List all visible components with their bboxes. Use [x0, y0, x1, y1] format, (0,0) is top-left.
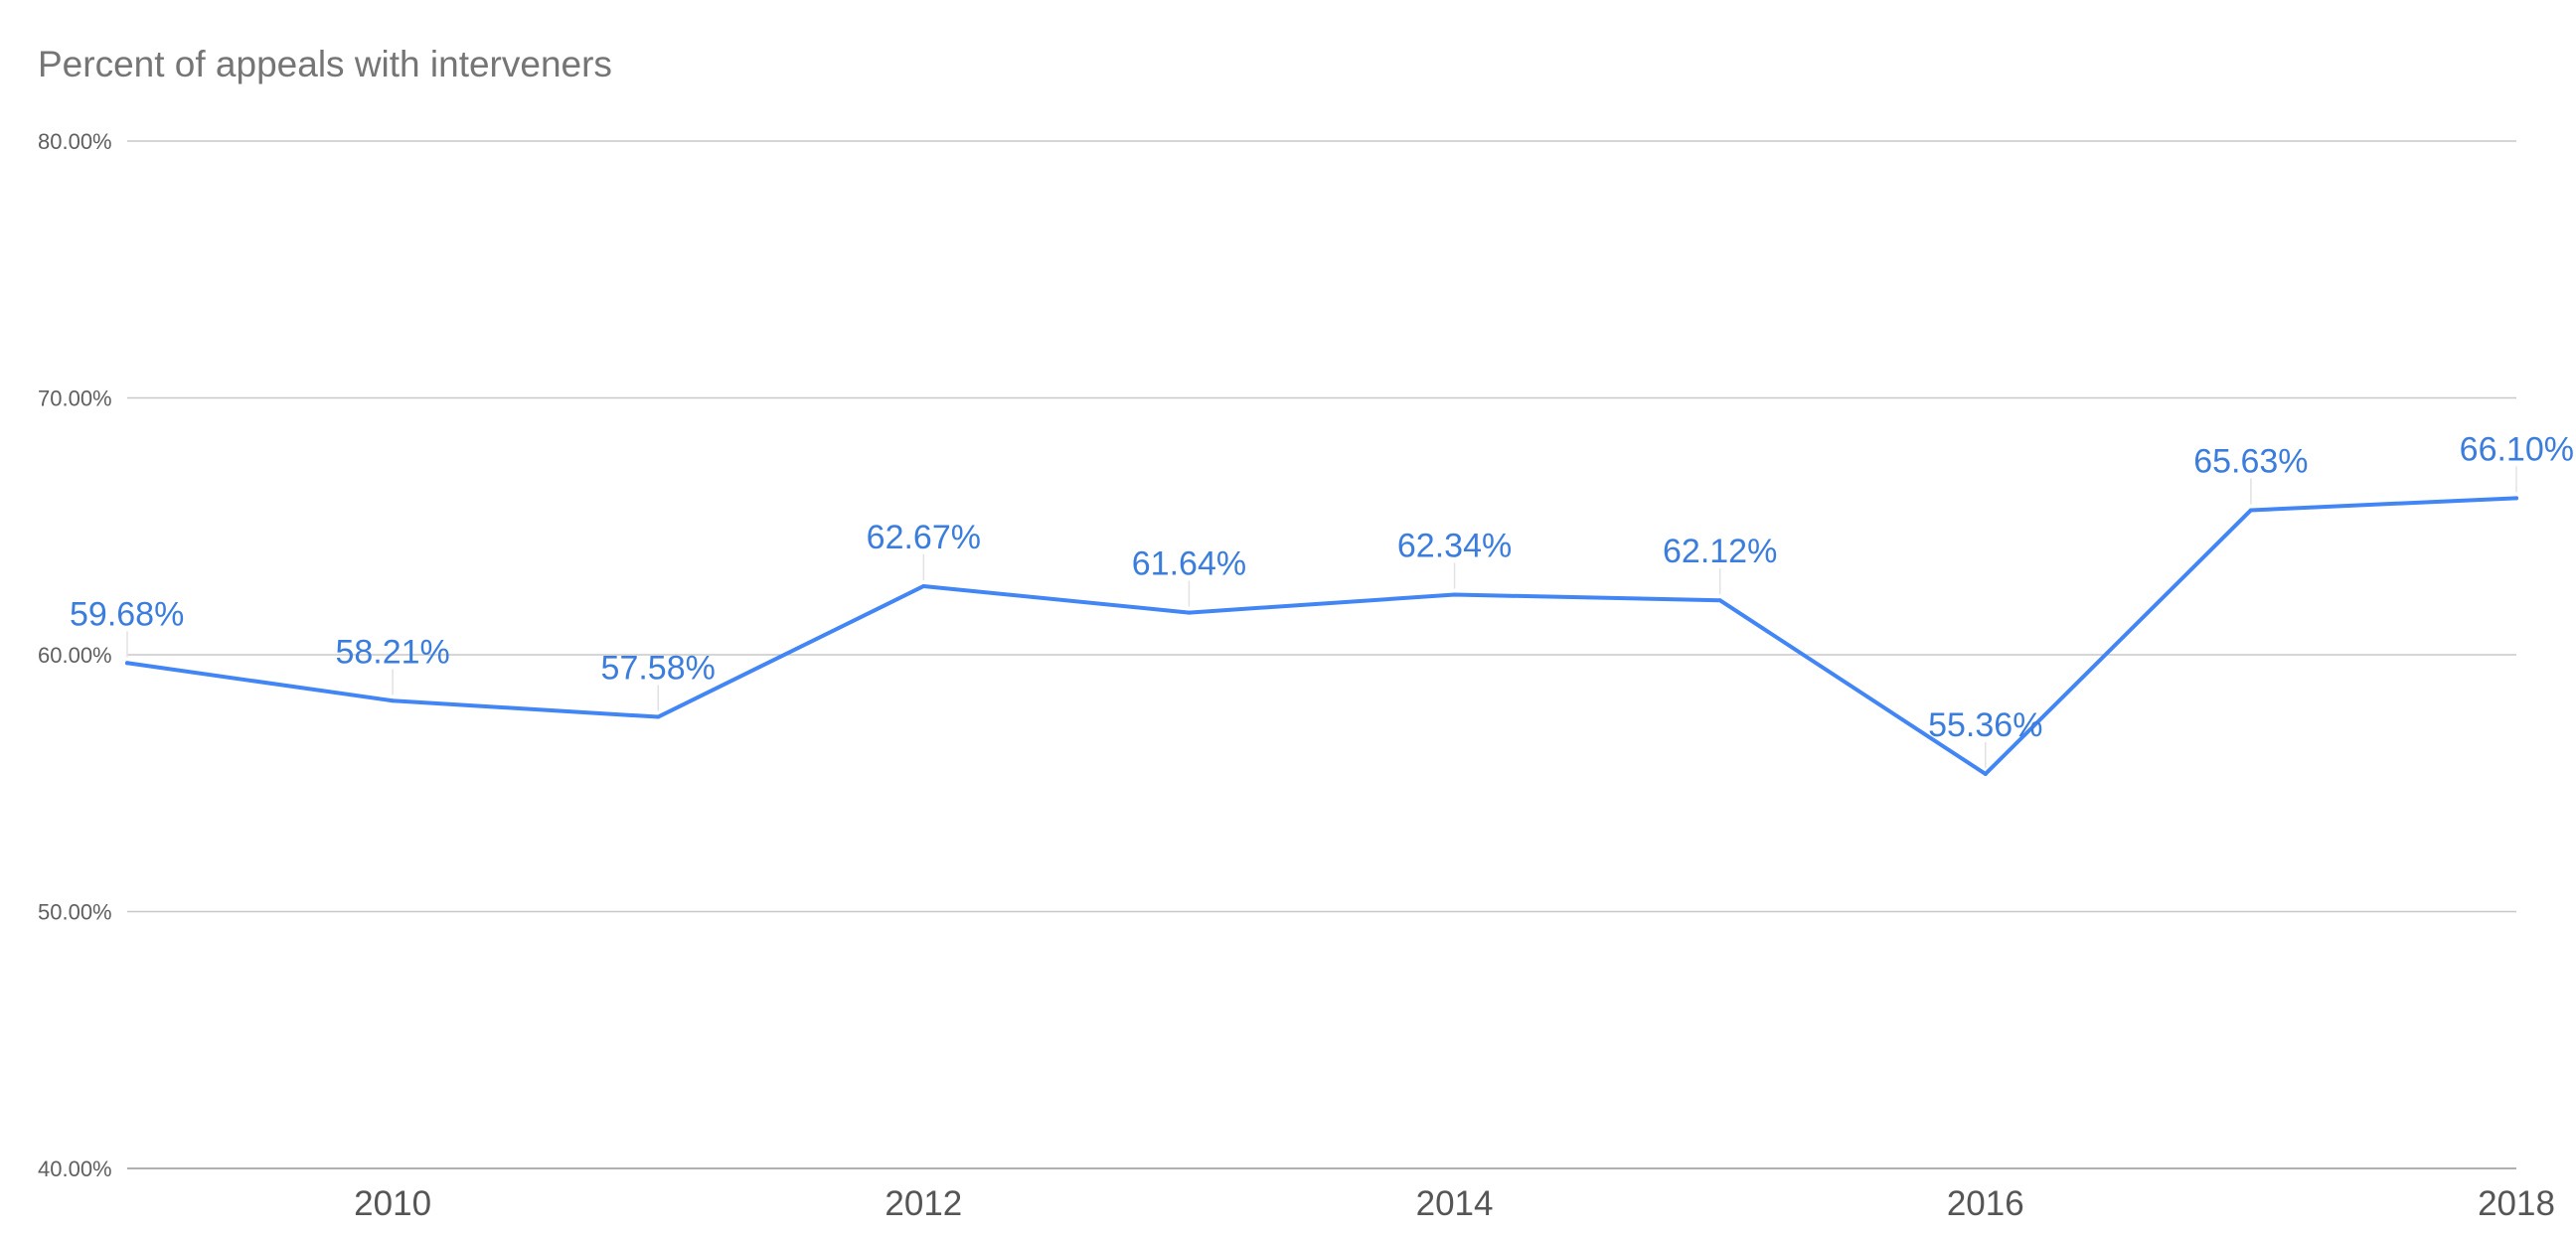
data-point [1717, 598, 1722, 603]
data-label: 55.36% [1928, 706, 2042, 744]
data-labels: 59.68% 58.21% 57.58% 62.67% 61.64% 62.34% 62.1… [70, 430, 2574, 744]
x-tick-label: 2016 [1947, 1184, 2024, 1223]
x-axis-tick-labels: 2010 2012 2014 2016 2018 [354, 1184, 2555, 1223]
data-label: 58.21% [335, 633, 449, 671]
data-label: 62.12% [1663, 533, 1777, 570]
chart-title: Percent of appeals with interveners [38, 44, 612, 84]
data-point [921, 583, 926, 588]
data-label: 57.58% [601, 650, 716, 688]
data-point [125, 661, 129, 666]
data-point [2514, 496, 2518, 501]
data-label-leaders [126, 466, 2517, 768]
x-tick-label: 2010 [354, 1184, 431, 1223]
y-axis-tick-labels: 40.00% 50.00% 60.00% 70.00% 80.00% [38, 129, 112, 1181]
data-label: 61.64% [1132, 545, 1246, 583]
data-point [1452, 592, 1457, 597]
data-label: 66.10% [2460, 430, 2574, 468]
data-label: 62.67% [867, 519, 981, 556]
data-point [656, 714, 661, 719]
x-tick-label: 2018 [2478, 1184, 2555, 1223]
data-point [1187, 610, 1192, 615]
data-point [1983, 771, 1988, 776]
x-tick-label: 2012 [885, 1184, 962, 1223]
y-tick-label: 80.00% [38, 129, 112, 154]
y-tick-label: 40.00% [38, 1157, 112, 1181]
series-line-group [125, 496, 2518, 776]
data-label: 59.68% [70, 595, 184, 633]
data-point [391, 698, 396, 703]
data-label: 62.34% [1397, 528, 1512, 565]
series-line [125, 496, 2518, 776]
y-tick-label: 60.00% [38, 643, 112, 668]
y-tick-label: 50.00% [38, 900, 112, 925]
data-label: 65.63% [2193, 442, 2308, 480]
x-tick-label: 2014 [1416, 1184, 1494, 1223]
y-tick-label: 70.00% [38, 386, 112, 411]
gridlines [127, 140, 2516, 1169]
data-point [2248, 508, 2253, 513]
